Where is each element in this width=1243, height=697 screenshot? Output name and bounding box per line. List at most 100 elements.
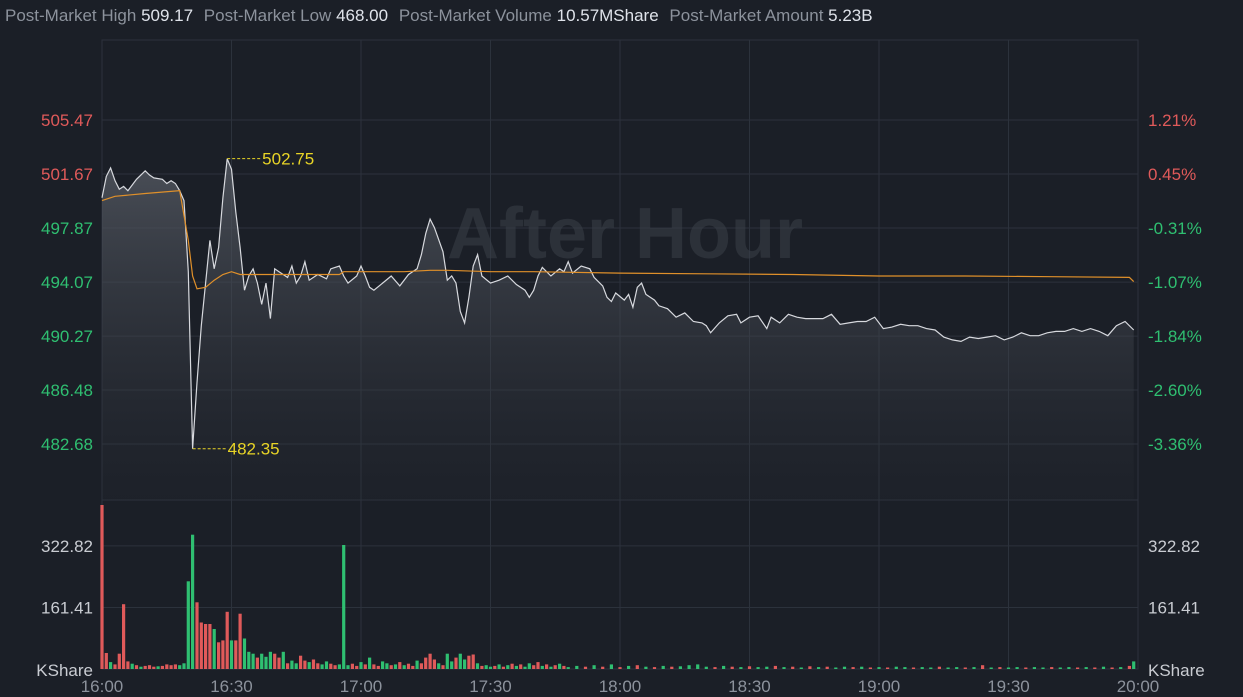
volume-bar [100,505,104,669]
volume-bar [234,640,238,669]
percent-tick-label: -1.07% [1148,273,1202,292]
volume-bar [156,666,160,669]
volume-bar [860,666,864,669]
volume-bar [182,663,186,669]
volume-bar [221,640,225,669]
volume-bar [817,667,821,669]
volume-bar [601,666,605,669]
high-value: 509.17 [141,6,194,25]
volume-bar [238,613,242,669]
volume-bar [704,666,708,669]
volume-tick-label: 322.82 [41,537,93,556]
volume-bar [242,638,247,669]
amount-label: Post-Market Amount [669,6,824,25]
volume-bar [169,665,173,669]
volume-bar [506,665,510,669]
volume-bar [1127,665,1131,669]
percent-tick-label: 0.45% [1148,165,1196,184]
volume-bar [294,663,298,669]
volume-bar [791,666,795,669]
post-market-summary: Post-Market High 509.17 Post-Market Low … [5,6,879,26]
high-label: Post-Market High [5,6,137,25]
time-tick-label: 19:30 [987,677,1030,696]
volume-bar [562,665,566,669]
volume-bar [389,665,393,669]
volume-bar [165,664,169,669]
volume-bar [609,664,613,669]
volume-bar [540,665,544,669]
volume-bar [316,663,320,669]
price-tick-label: 490.27 [41,327,93,346]
volume-bar [519,664,523,669]
time-tick-label: 16:00 [81,677,124,696]
volume-bar [109,662,113,669]
volume-bar [661,665,665,669]
volume-bar [834,667,838,669]
volume-bar [303,660,307,669]
volume-bar [532,665,536,669]
volume-bar [208,624,212,669]
volume-bar [450,661,454,669]
volume-bar [359,662,363,669]
volume-bar [229,640,234,669]
percent-tick-label: -1.84% [1148,327,1202,346]
volume-bar [488,666,493,669]
time-tick-label: 20:00 [1117,677,1160,696]
percent-tick-label: 1.21% [1148,111,1196,130]
volume-bar [385,663,389,669]
volume-bar [139,666,143,669]
volume-bar [424,657,428,669]
price-area [102,158,1134,500]
volume-bar [1015,667,1019,669]
volume-bar [441,665,445,669]
percent-tick-label: -0.31% [1148,219,1202,238]
volume-tick-label: 322.82 [1148,537,1200,556]
volume-bar [320,664,324,669]
volume-bar [406,663,411,669]
volume-bar [143,665,147,669]
volume-bar [130,663,134,669]
volume-bar [510,663,514,669]
volume-bar [372,664,376,669]
volume-bar [627,665,631,669]
volume-bar [286,663,290,669]
volume-bar [104,653,108,669]
volume-bar [1101,666,1106,669]
volume-bar [730,666,734,669]
volume-bar [739,667,743,669]
volume-bar [773,665,777,669]
volume-bar [1076,667,1080,669]
volume-bar [1132,661,1136,669]
volume-bar [886,667,890,669]
volume-bar [471,654,475,669]
volume-bar [1119,667,1123,669]
volume-bar [432,659,436,669]
volume-bar [376,665,380,669]
volume-bar [381,661,385,669]
time-tick-label: 19:00 [858,677,901,696]
volume-bar [480,665,484,669]
volume-bar [920,667,924,669]
volume-bar [618,667,622,669]
volume-bar [1110,667,1114,669]
volume-bar [575,665,579,669]
volume-bar [566,667,570,669]
volume-bar [113,664,117,669]
volume-bar [558,663,562,669]
after-hour-watermark: After Hour [447,194,803,274]
volume-bar [173,664,177,669]
low-label: Post-Market Low [203,6,332,25]
volume-bar [1006,667,1011,669]
price-area-layer [102,158,1134,500]
percent-tick-label: -3.36% [1148,435,1202,454]
volume-bar [264,656,268,669]
volume-bar [501,666,505,669]
volume-bar [955,667,959,669]
volume-bar [1032,667,1036,669]
high-marker-label: 502.75 [262,150,314,169]
volume-bar [152,666,156,669]
volume-bar [1093,667,1097,669]
volume-bar [678,666,682,669]
price-line [101,158,1135,449]
